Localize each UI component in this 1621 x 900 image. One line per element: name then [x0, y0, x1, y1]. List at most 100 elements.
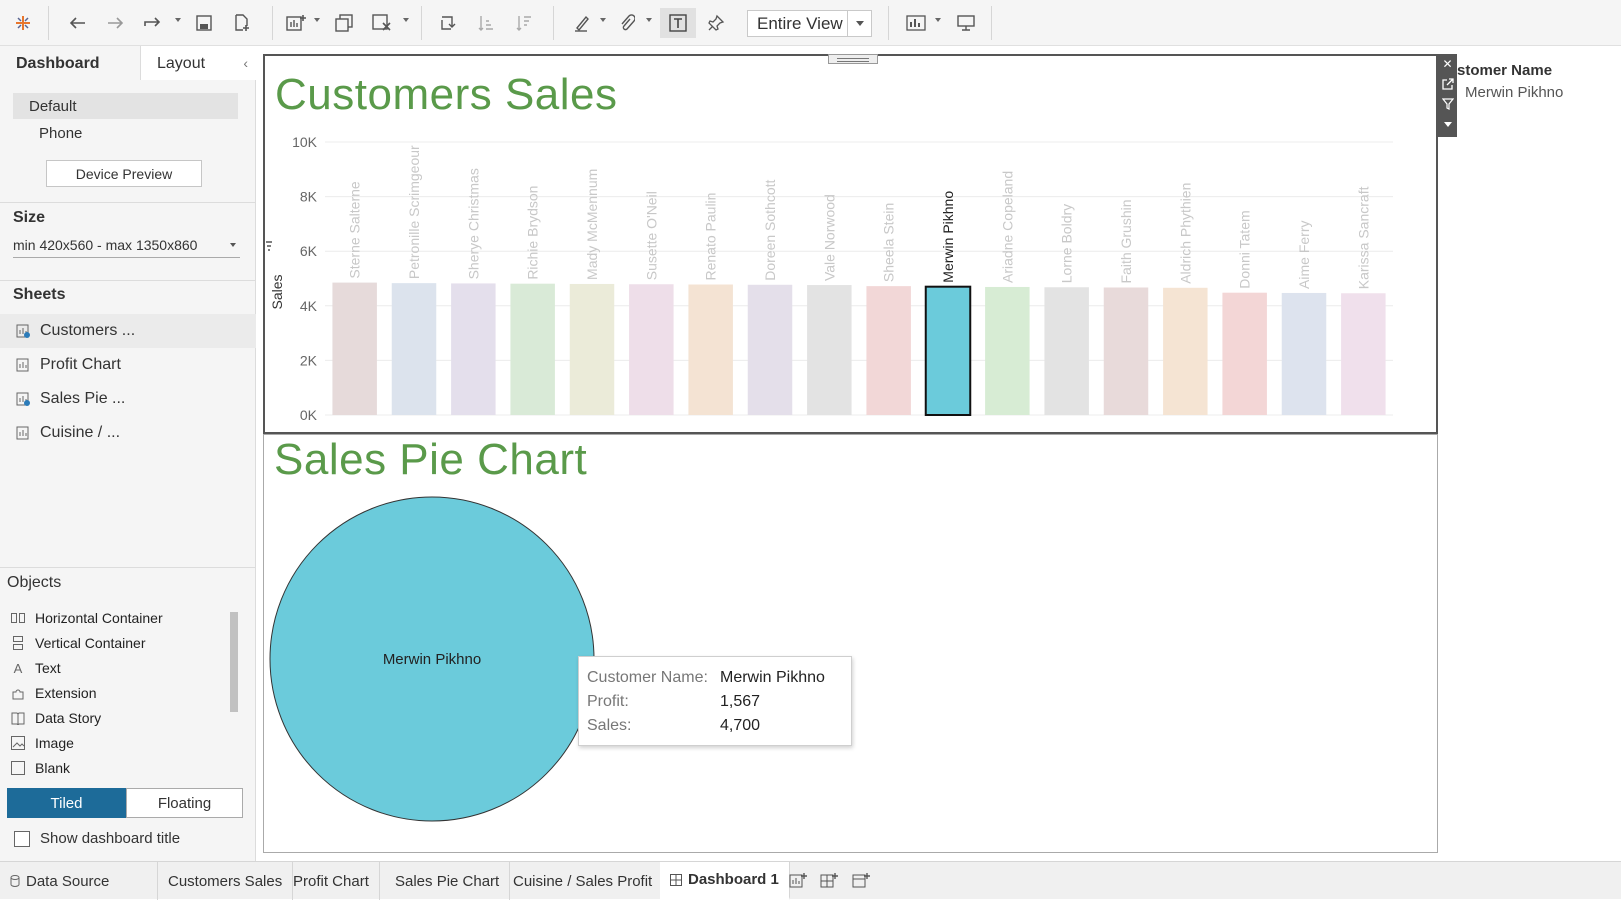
- bar-petronille-scrimgeour[interactable]: [391, 283, 437, 415]
- object-image[interactable]: Image: [11, 732, 74, 754]
- floating-button[interactable]: Floating: [126, 788, 243, 818]
- device-phone[interactable]: Phone: [39, 125, 83, 142]
- save-icon[interactable]: [193, 8, 215, 38]
- legend-title: stomer Name: [1457, 62, 1553, 79]
- tab-layout[interactable]: Layout ‹: [140, 46, 256, 80]
- bar-mady-mcmennum[interactable]: [569, 283, 615, 415]
- tooltip-key: Profit:: [587, 693, 629, 710]
- object-extension[interactable]: Extension: [11, 682, 96, 704]
- object-text[interactable]: A Text: [11, 657, 61, 679]
- toolbar-separator: [991, 6, 992, 40]
- sales-pie-sheet[interactable]: Sales Pie Chart Merwin Pikhno: [263, 434, 1438, 853]
- show-dashboard-title-option[interactable]: Show dashboard title: [14, 830, 180, 847]
- tab-profit-chart[interactable]: Profit Chart: [283, 862, 380, 900]
- bar-category-label: Faith Grushin: [1118, 199, 1134, 283]
- collapse-panel-icon[interactable]: ‹: [243, 55, 248, 71]
- clear-dropdown-icon[interactable]: [403, 18, 409, 22]
- attach-dropdown-icon[interactable]: [646, 18, 652, 22]
- tab-dashboard-1[interactable]: Dashboard 1: [660, 862, 790, 900]
- bar-category-label: Sterne Salterne: [347, 181, 363, 278]
- tab-dashboard[interactable]: Dashboard: [0, 46, 140, 80]
- sort-ascending-icon[interactable]: [474, 8, 498, 38]
- highlight-pen-icon[interactable]: [570, 8, 594, 38]
- view-size-select[interactable]: Entire View: [747, 10, 872, 37]
- replay-icon[interactable]: [141, 8, 165, 38]
- bar-category-label: Aldrich Phythien: [1177, 183, 1193, 284]
- customers-sales-chart[interactable]: 0K 2K 4K 6K 8K 10K Sales Sterne Salterne Petroni…: [263, 132, 1438, 432]
- show-me-dropdown-icon[interactable]: [935, 18, 941, 22]
- bar-category-label: Ariadne Copeland: [999, 171, 1015, 283]
- bar-sherye-christmas[interactable]: [451, 283, 496, 415]
- new-story-tab-icon[interactable]: [852, 872, 870, 890]
- bar-merwin-pikhno[interactable]: [924, 285, 972, 416]
- tableau-logo-icon[interactable]: [12, 8, 34, 38]
- replay-dropdown-icon[interactable]: [175, 18, 181, 22]
- show-labels-icon[interactable]: [660, 8, 696, 38]
- object-blank[interactable]: Blank: [11, 757, 70, 779]
- dashboard-icon: [670, 873, 682, 886]
- presentation-mode-icon[interactable]: [954, 8, 978, 38]
- duplicate-icon[interactable]: [332, 8, 356, 38]
- sort-indicator-icon[interactable]: [266, 241, 272, 251]
- pin-icon[interactable]: [704, 8, 728, 38]
- device-default[interactable]: Default: [13, 93, 238, 119]
- object-vertical-container[interactable]: Vertical Container: [11, 632, 146, 654]
- undo-icon[interactable]: [65, 8, 89, 38]
- device-preview-button[interactable]: Device Preview: [46, 160, 202, 187]
- sheet-item-sales-pie[interactable]: Sales Pie ...: [0, 382, 256, 416]
- size-select[interactable]: min 420x560 - max 1350x860: [13, 234, 240, 258]
- tab-cuisine-sales-profit[interactable]: Cuisine / Sales Profit: [503, 862, 664, 900]
- legend-item[interactable]: Merwin Pikhno: [1465, 84, 1564, 101]
- clear-sheet-icon[interactable]: [370, 8, 394, 38]
- new-worksheet-icon[interactable]: [284, 8, 308, 38]
- new-worksheet-tab-icon[interactable]: [789, 872, 807, 890]
- objects-scroll-thumb[interactable]: [230, 612, 238, 712]
- bar-category-label: Renato Paulin: [703, 193, 719, 281]
- sort-descending-icon[interactable]: [512, 8, 536, 38]
- show-title-checkbox[interactable]: [14, 830, 30, 847]
- redo-icon[interactable]: [104, 8, 128, 38]
- chevron-down-icon[interactable]: [847, 11, 871, 36]
- more-options-icon[interactable]: [1438, 114, 1457, 134]
- bar-renato-paulin[interactable]: [688, 284, 733, 415]
- bar-karissa-sancraft[interactable]: [1341, 293, 1386, 415]
- tab-data-source[interactable]: Data Source: [0, 862, 158, 900]
- sheet-item-customers[interactable]: Customers ...: [0, 314, 256, 348]
- bar-ariadne-copeland[interactable]: [985, 286, 1030, 415]
- bar-aldrich-phythien[interactable]: [1163, 287, 1208, 415]
- use-as-filter-icon[interactable]: [1438, 94, 1457, 114]
- database-icon: [10, 875, 20, 887]
- bar-sheela-stein[interactable]: [866, 286, 911, 415]
- new-data-source-icon[interactable]: [230, 8, 254, 38]
- tab-layout-label: Layout: [157, 55, 206, 72]
- object-horizontal-container[interactable]: Horizontal Container: [11, 607, 163, 629]
- bar-vale-norwood[interactable]: [807, 285, 852, 415]
- move-handle-icon[interactable]: [828, 54, 878, 64]
- bar-lorne-boldry[interactable]: [1044, 287, 1089, 415]
- swap-rows-columns-icon[interactable]: [436, 8, 460, 38]
- bar-doreen-sothcott[interactable]: [747, 284, 793, 415]
- close-icon[interactable]: ✕: [1442, 57, 1453, 71]
- tab-sales-pie-chart[interactable]: Sales Pie Chart: [385, 862, 511, 900]
- sheet-item-profit-chart[interactable]: Profit Chart: [0, 348, 256, 382]
- sheet-tabs-bar: Data Source Customers Sales Profit Chart…: [0, 861, 1621, 900]
- tiled-button[interactable]: Tiled: [7, 788, 126, 818]
- bar-faith-grushin[interactable]: [1103, 287, 1149, 415]
- pie-chart[interactable]: Merwin Pikhno: [264, 435, 1439, 854]
- bar-richie-brydson[interactable]: [510, 283, 555, 415]
- divider: [0, 202, 256, 203]
- bar-aime-ferry[interactable]: [1281, 292, 1327, 415]
- bar-susette-o-neil[interactable]: [629, 284, 674, 415]
- highlight-dropdown-icon[interactable]: [600, 18, 606, 22]
- go-to-sheet-icon[interactable]: [1438, 74, 1457, 94]
- tab-customers-sales[interactable]: Customers Sales: [158, 862, 294, 900]
- attach-icon[interactable]: [616, 8, 638, 38]
- new-dashboard-tab-icon[interactable]: [820, 872, 838, 890]
- mark-tooltip: Customer Name: Merwin Pikhno Profit: 1,5…: [578, 656, 852, 746]
- show-me-icon[interactable]: [904, 8, 928, 38]
- object-data-story[interactable]: Data Story: [11, 707, 101, 729]
- bar-donni-tatem[interactable]: [1222, 292, 1267, 415]
- sheet-item-cuisine[interactable]: Cuisine / ...: [0, 416, 256, 450]
- bar-sterne-salterne[interactable]: [332, 282, 377, 415]
- new-worksheet-dropdown-icon[interactable]: [314, 18, 320, 22]
